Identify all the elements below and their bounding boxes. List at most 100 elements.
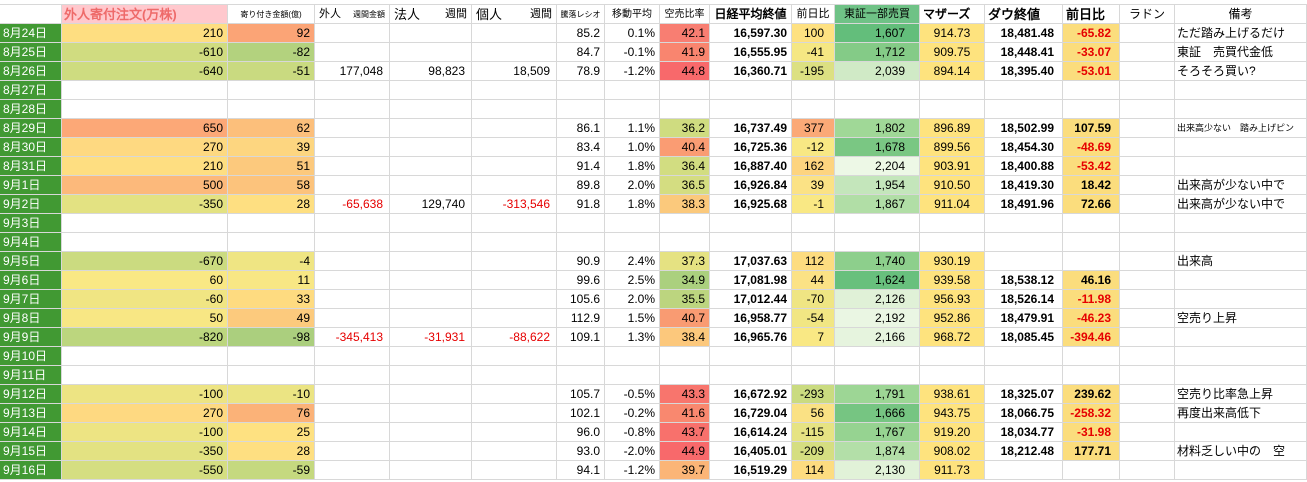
dow-change-cell[interactable] — [1063, 366, 1120, 385]
nikkei-close-cell[interactable]: 16,925.68 — [710, 195, 792, 214]
nikkei-close-cell[interactable]: 16,737.49 — [710, 119, 792, 138]
individual-weekly-cell[interactable] — [472, 442, 557, 461]
opening-amount-cell[interactable]: 92 — [228, 24, 315, 43]
nikkei-change-cell[interactable]: 7 — [792, 328, 835, 347]
tse-volume-cell[interactable]: 1,624 — [835, 271, 920, 290]
moving-average-cell[interactable]: 1.0% — [605, 138, 660, 157]
radon-cell[interactable] — [1120, 195, 1175, 214]
foreign-weekly-cell[interactable] — [315, 366, 390, 385]
foreign-weekly-cell[interactable] — [315, 404, 390, 423]
foreign-weekly-cell[interactable] — [315, 290, 390, 309]
radon-cell[interactable] — [1120, 100, 1175, 119]
individual-weekly-cell[interactable] — [472, 233, 557, 252]
dow-close-cell[interactable]: 18,419.30 — [985, 176, 1063, 195]
mothers-index-cell[interactable] — [920, 100, 985, 119]
nikkei-close-cell[interactable]: 16,672.92 — [710, 385, 792, 404]
dow-close-cell[interactable]: 18,034.77 — [985, 423, 1063, 442]
corporate-weekly-cell[interactable] — [390, 119, 472, 138]
updown-ratio-cell[interactable]: 105.6 — [557, 290, 605, 309]
radon-cell[interactable] — [1120, 138, 1175, 157]
mothers-index-cell[interactable]: 909.75 — [920, 43, 985, 62]
updown-ratio-cell[interactable]: 83.4 — [557, 138, 605, 157]
foreign-order-cell[interactable]: -100 — [62, 385, 228, 404]
opening-amount-cell[interactable]: 49 — [228, 309, 315, 328]
opening-amount-cell[interactable]: 39 — [228, 138, 315, 157]
date-cell[interactable]: 9月1日 — [0, 176, 62, 195]
foreign-weekly-cell[interactable]: -65,638 — [315, 195, 390, 214]
updown-ratio-cell[interactable]: 99.6 — [557, 271, 605, 290]
date-cell[interactable]: 9月8日 — [0, 309, 62, 328]
updown-ratio-cell[interactable]: 93.0 — [557, 442, 605, 461]
tse-volume-cell[interactable]: 2,204 — [835, 157, 920, 176]
moving-average-cell[interactable] — [605, 100, 660, 119]
updown-ratio-cell[interactable]: 91.8 — [557, 195, 605, 214]
dow-change-cell[interactable]: 107.59 — [1063, 119, 1120, 138]
remark-cell[interactable] — [1175, 290, 1307, 309]
dow-change-cell[interactable]: 46.16 — [1063, 271, 1120, 290]
dow-change-cell[interactable]: -11.98 — [1063, 290, 1120, 309]
updown-ratio-cell[interactable]: 102.1 — [557, 404, 605, 423]
nikkei-close-cell[interactable] — [710, 81, 792, 100]
corporate-weekly-cell[interactable] — [390, 423, 472, 442]
mothers-index-cell[interactable]: 952.86 — [920, 309, 985, 328]
dow-close-cell[interactable]: 18,454.30 — [985, 138, 1063, 157]
tse-volume-cell[interactable]: 1,867 — [835, 195, 920, 214]
corporate-weekly-cell[interactable] — [390, 233, 472, 252]
dow-change-cell[interactable]: -53.42 — [1063, 157, 1120, 176]
radon-cell[interactable] — [1120, 461, 1175, 480]
updown-ratio-cell[interactable] — [557, 81, 605, 100]
corporate-weekly-cell[interactable] — [390, 157, 472, 176]
nikkei-change-cell[interactable]: 44 — [792, 271, 835, 290]
mothers-index-cell[interactable]: 910.50 — [920, 176, 985, 195]
col-header-short-sell-ratio[interactable]: 空売比率 — [660, 4, 710, 24]
remark-cell[interactable]: 空売り比率急上昇 — [1175, 385, 1307, 404]
date-cell[interactable]: 8月26日 — [0, 62, 62, 81]
radon-cell[interactable] — [1120, 366, 1175, 385]
radon-cell[interactable] — [1120, 442, 1175, 461]
remark-cell[interactable] — [1175, 271, 1307, 290]
remark-cell[interactable]: そろそろ買い? — [1175, 62, 1307, 81]
col-header-opening-amount[interactable]: 寄り付き金額(億) — [228, 4, 315, 24]
dow-close-cell[interactable]: 18,491.96 — [985, 195, 1063, 214]
tse-volume-cell[interactable]: 1,874 — [835, 442, 920, 461]
remark-cell[interactable] — [1175, 214, 1307, 233]
opening-amount-cell[interactable]: -82 — [228, 43, 315, 62]
opening-amount-cell[interactable]: -10 — [228, 385, 315, 404]
foreign-order-cell[interactable] — [62, 214, 228, 233]
opening-amount-cell[interactable]: -51 — [228, 62, 315, 81]
col-header-mothers[interactable]: マザーズ — [920, 4, 985, 24]
individual-weekly-cell[interactable] — [472, 385, 557, 404]
nikkei-change-cell[interactable]: -54 — [792, 309, 835, 328]
corporate-weekly-cell[interactable] — [390, 100, 472, 119]
dow-change-cell[interactable] — [1063, 214, 1120, 233]
short-sell-ratio-cell[interactable]: 40.7 — [660, 309, 710, 328]
moving-average-cell[interactable]: -0.2% — [605, 404, 660, 423]
foreign-order-cell[interactable]: -60 — [62, 290, 228, 309]
opening-amount-cell[interactable]: -4 — [228, 252, 315, 271]
col-header-corporate-weekly[interactable]: 法人 週間 — [390, 4, 472, 24]
individual-weekly-cell[interactable]: -313,546 — [472, 195, 557, 214]
short-sell-ratio-cell[interactable]: 42.1 — [660, 24, 710, 43]
updown-ratio-cell[interactable]: 85.2 — [557, 24, 605, 43]
moving-average-cell[interactable]: -1.2% — [605, 62, 660, 81]
radon-cell[interactable] — [1120, 62, 1175, 81]
nikkei-close-cell[interactable] — [710, 347, 792, 366]
nikkei-change-cell[interactable]: -70 — [792, 290, 835, 309]
corporate-weekly-cell[interactable] — [390, 214, 472, 233]
remark-cell[interactable] — [1175, 461, 1307, 480]
date-cell[interactable]: 9月5日 — [0, 252, 62, 271]
moving-average-cell[interactable]: 1.8% — [605, 195, 660, 214]
moving-average-cell[interactable]: -1.2% — [605, 461, 660, 480]
foreign-order-cell[interactable] — [62, 347, 228, 366]
nikkei-change-cell[interactable]: 377 — [792, 119, 835, 138]
radon-cell[interactable] — [1120, 157, 1175, 176]
tse-volume-cell[interactable] — [835, 347, 920, 366]
moving-average-cell[interactable] — [605, 81, 660, 100]
col-header-dow-close[interactable]: ダウ終値 — [985, 4, 1063, 24]
tse-volume-cell[interactable] — [835, 214, 920, 233]
short-sell-ratio-cell[interactable]: 41.9 — [660, 43, 710, 62]
remark-cell[interactable] — [1175, 366, 1307, 385]
dow-close-cell[interactable]: 18,502.99 — [985, 119, 1063, 138]
tse-volume-cell[interactable]: 1,666 — [835, 404, 920, 423]
short-sell-ratio-cell[interactable]: 40.4 — [660, 138, 710, 157]
